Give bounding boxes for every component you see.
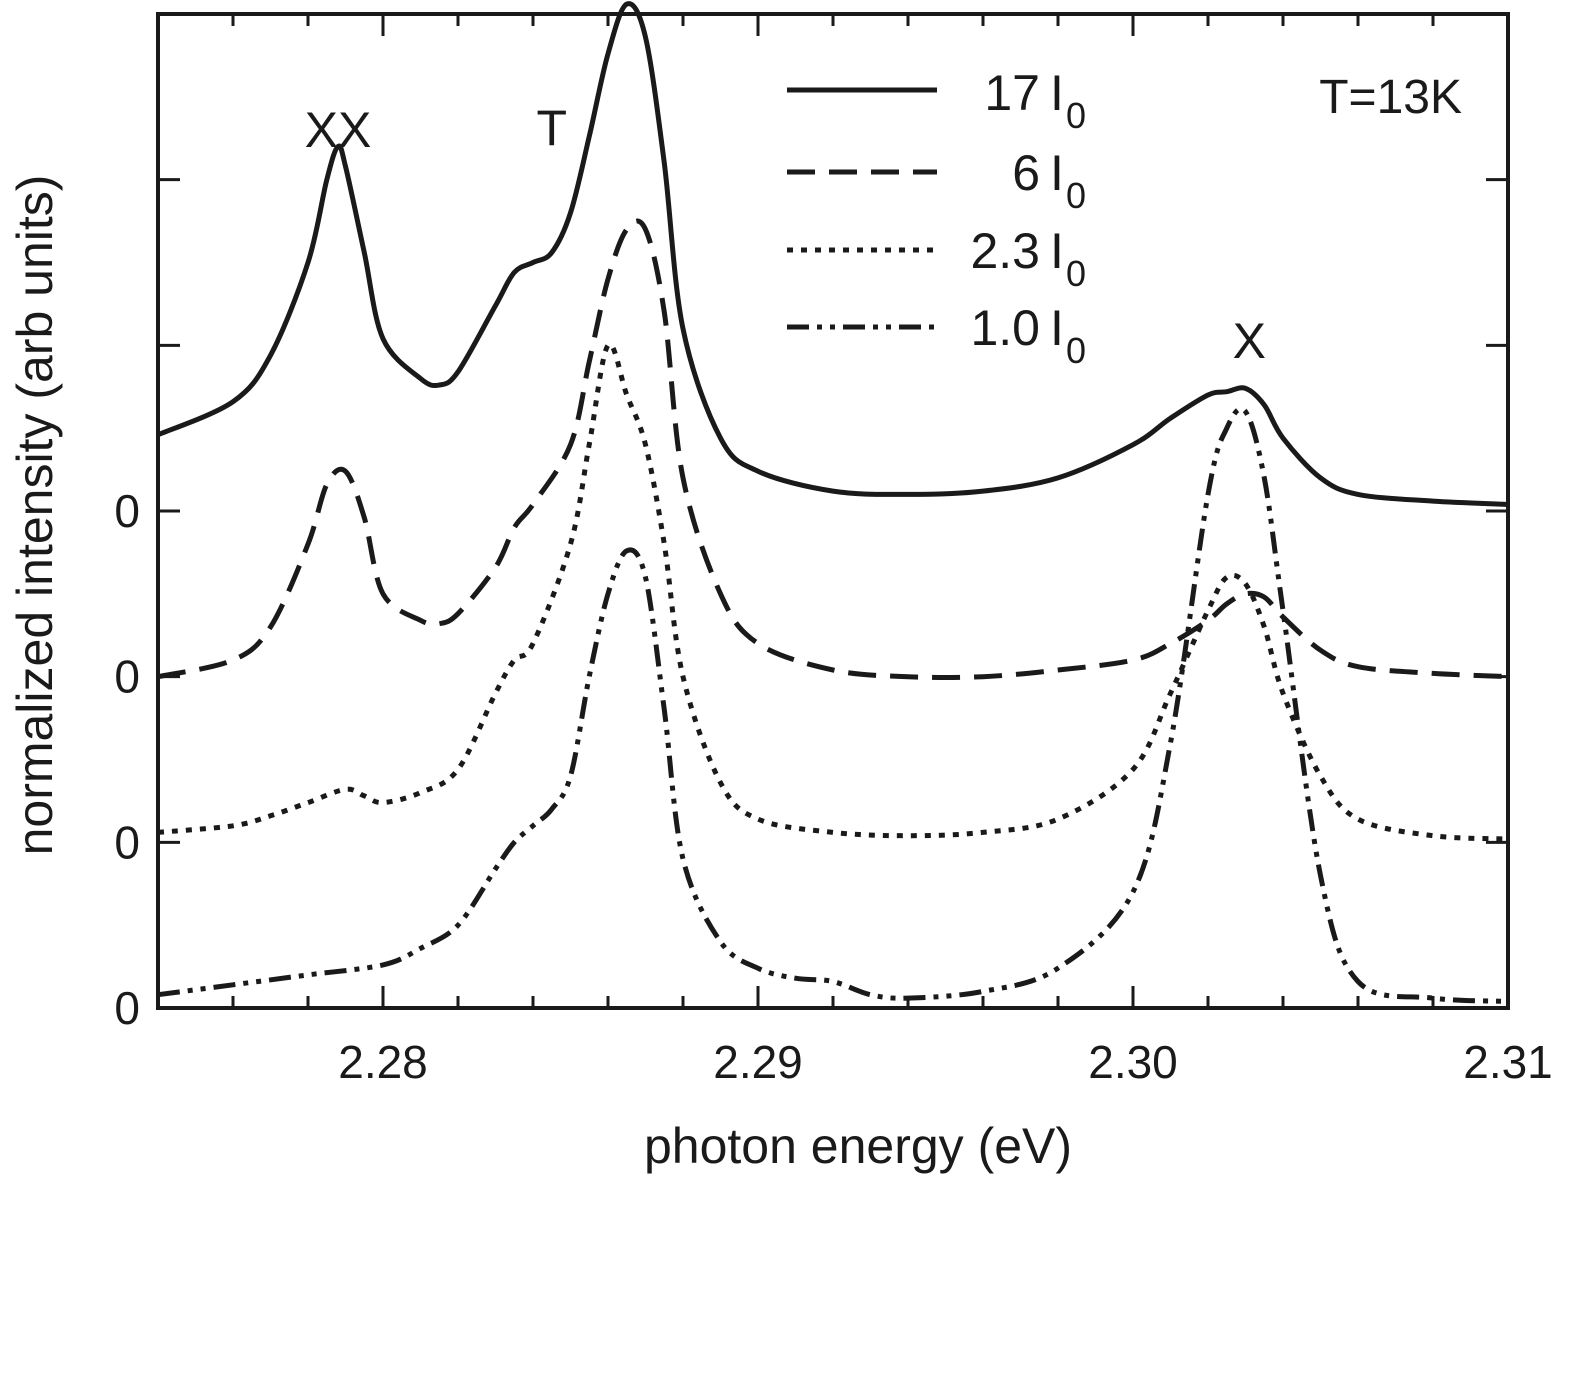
y-axis-zero-labels: 0 0 0 0 (114, 485, 140, 1034)
legend-label-1-0: 1.0 (970, 300, 1040, 356)
legend-unit-17: I (1050, 65, 1064, 121)
annotation-xx: XX (305, 102, 372, 158)
legend-label-6: 6 (1012, 145, 1040, 201)
x-axis-label: photon energy (eV) (644, 1118, 1072, 1174)
series-line-1 (157, 218, 1509, 681)
zero-label: 0 (114, 982, 140, 1034)
annotation-t: T (536, 100, 567, 156)
legend-unit-6: I (1050, 145, 1064, 201)
legend-sub-6: 0 (1066, 175, 1086, 216)
zero-label: 0 (114, 485, 140, 537)
x-axis-ticks (156, 14, 1510, 1008)
legend-unit-1-0: I (1050, 300, 1064, 356)
legend-entry-6: 6 I 0 (787, 145, 1086, 216)
legend-entry-2-3: 2.3 I 0 (787, 223, 1086, 294)
annotation-x: X (1233, 313, 1266, 369)
legend-sub-1-0: 0 (1066, 330, 1086, 371)
y-axis-ticks (158, 178, 1508, 1010)
legend-entry-1-0: 1.0 I 0 (787, 300, 1086, 371)
legend-sub-17: 0 (1066, 95, 1086, 136)
legend-sub-2-3: 0 (1066, 253, 1086, 294)
x-axis-tick-labels: 2.28 2.29 2.30 2.31 (338, 1036, 1553, 1088)
legend-entry-17: 17 I 0 (787, 65, 1086, 136)
series-line-2 (157, 341, 1509, 842)
legend-unit-2-3: I (1050, 223, 1064, 279)
zero-label: 0 (114, 651, 140, 703)
y-axis-label: normalized intensity (arb units) (7, 175, 63, 856)
x-tick-label: 2.30 (1088, 1036, 1178, 1088)
x-tick-label: 2.28 (338, 1036, 428, 1088)
legend: 17 I 0 6 I 0 2.3 I 0 1.0 I 0 (787, 65, 1086, 371)
series-line-3 (157, 406, 1509, 1004)
series-lines (156, 1, 1509, 1004)
annotation-temperature: T=13K (1319, 71, 1462, 124)
zero-label: 0 (114, 816, 140, 868)
series-line-0 (156, 1, 1509, 507)
legend-label-2-3: 2.3 (970, 223, 1040, 279)
x-tick-label: 2.31 (1463, 1036, 1553, 1088)
legend-label-17: 17 (984, 65, 1040, 121)
x-tick-label: 2.29 (713, 1036, 803, 1088)
